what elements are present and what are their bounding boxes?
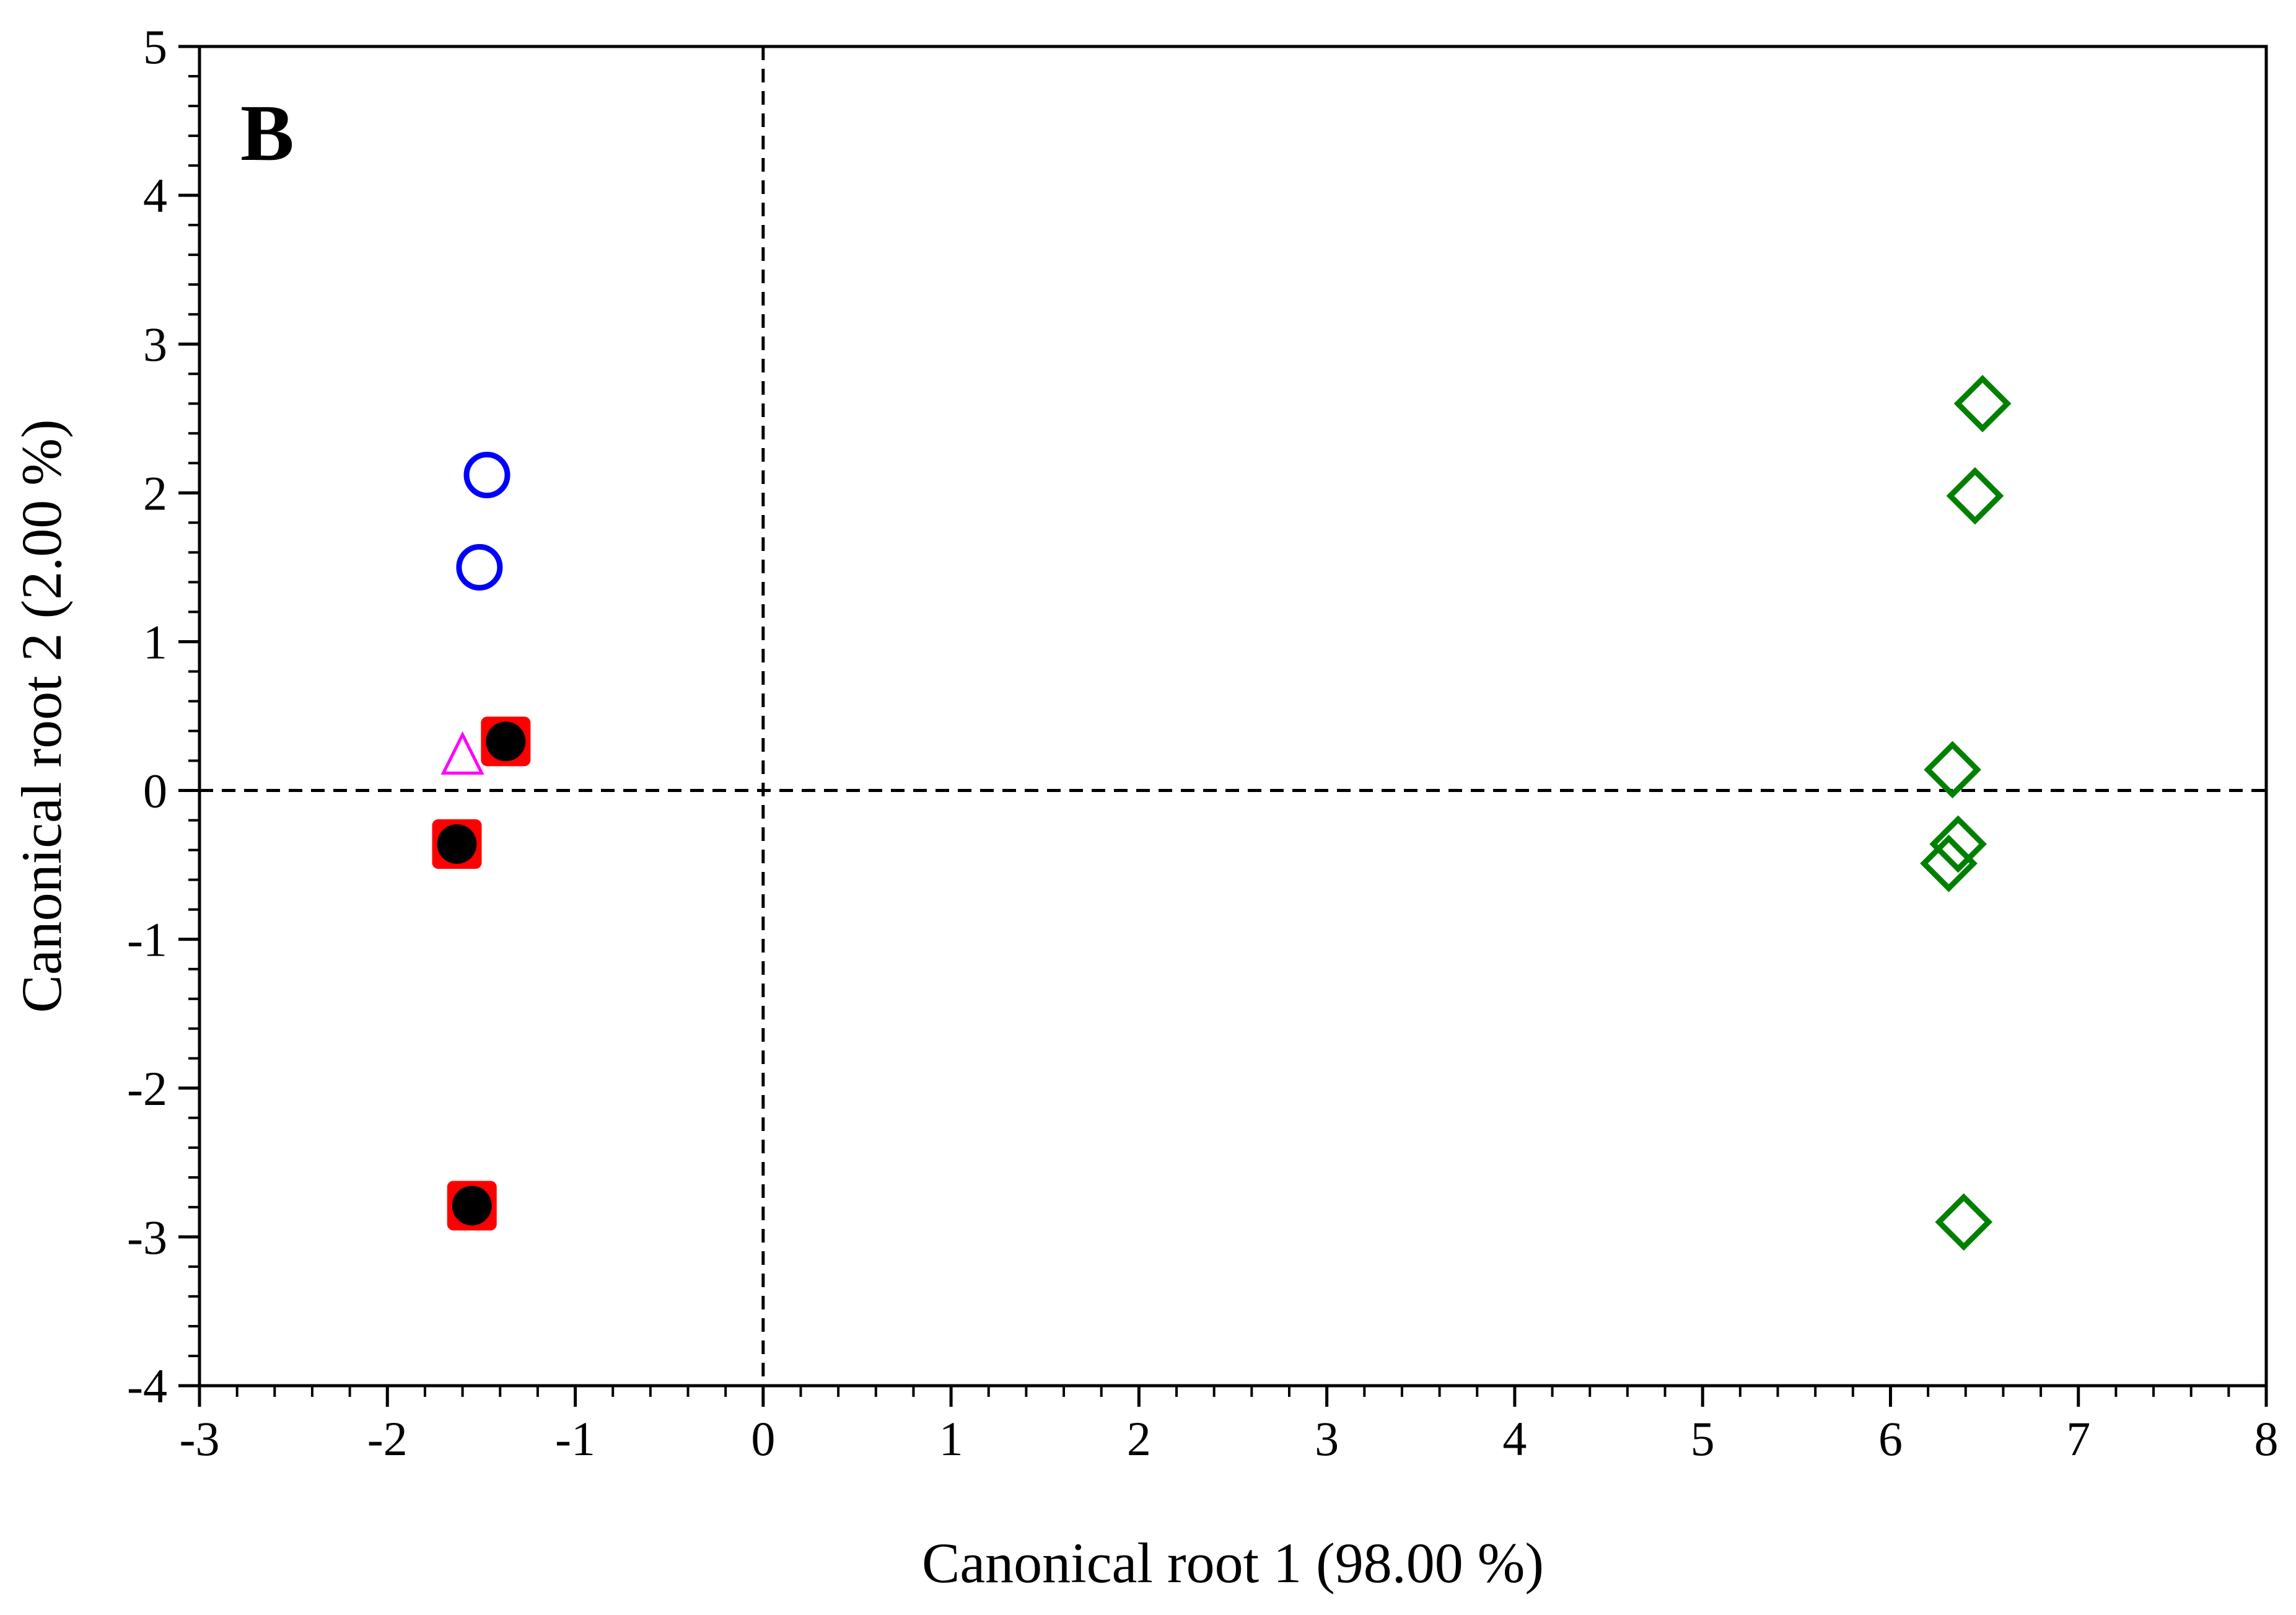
x-tick-label: 5 [1691,1412,1715,1466]
x-tick-label: 3 [1315,1412,1339,1466]
green-diamond-point [1929,815,1987,873]
green-diamond-point [1946,467,2004,525]
x-tick-label: 8 [2254,1412,2279,1466]
axis-ticks [178,45,2268,1407]
series-green-diamonds [1920,374,2012,1251]
y-tick-label: 3 [143,317,167,371]
x-tick-label: 2 [1127,1412,1151,1466]
green-diamond-point [1935,1193,1993,1251]
reference-lines [199,46,2266,1386]
panel-label: B [240,89,294,178]
x-tick-label: 0 [751,1412,775,1466]
y-tick-label: -1 [127,913,167,967]
x-tick-label: -1 [555,1412,595,1466]
series-blue-circles [456,452,510,591]
green-diamond-point [1920,834,1978,892]
green-diamond-point [1924,741,1981,799]
x-tick-label: 7 [2066,1412,2090,1466]
black-dot-point [486,721,526,762]
y-tick-label: 2 [143,466,167,520]
y-tick-label: 1 [143,615,167,669]
y-tick-label: 0 [143,764,167,818]
y-axis-title: Canonical root 2 (2.00 %) [10,419,73,1013]
blue-circle-point [463,452,510,499]
y-tick-label: -4 [127,1359,167,1413]
y-tick-label: -2 [127,1062,167,1116]
data-points [432,374,2012,1251]
x-tick-label: -2 [367,1412,408,1466]
x-tick-label: 4 [1502,1412,1527,1466]
x-axis-title: Canonical root 1 (98.00 %) [922,1531,1544,1595]
y-tick-label: -3 [127,1210,167,1264]
magenta-triangle-point [440,731,484,775]
x-tick-label: 6 [1878,1412,1903,1466]
plot-frame [198,45,2268,1388]
x-tick-label: -3 [180,1412,220,1466]
black-dot-point [437,824,477,864]
blue-circle-point [456,543,503,591]
x-tick-label: 1 [939,1412,963,1466]
black-dot-point [452,1186,492,1226]
green-diamond-point [1953,374,2012,433]
y-tick-label: 4 [143,169,167,222]
series-black-dots [437,721,526,1226]
y-tick-label: 5 [143,20,167,74]
